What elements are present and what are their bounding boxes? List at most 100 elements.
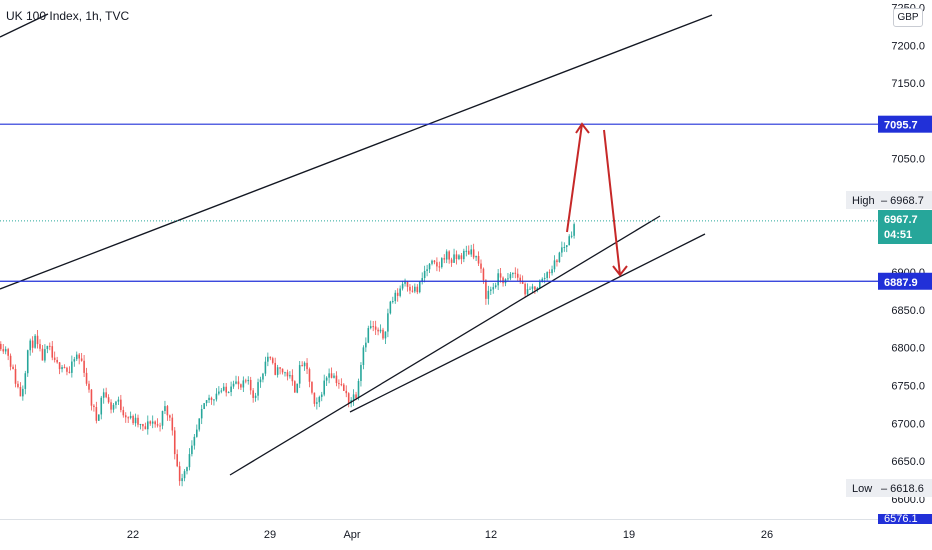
candle-body — [416, 286, 419, 293]
candle-body — [556, 260, 558, 263]
arrow-up — [566, 122, 590, 233]
candle-body — [382, 329, 384, 339]
support-price-tag-text: 6887.9 — [884, 277, 918, 289]
candle-body — [494, 285, 497, 288]
x-tick-label: 22 — [127, 529, 139, 541]
candle-body — [570, 235, 573, 237]
candle-body — [171, 417, 174, 431]
candle-body — [409, 286, 411, 291]
candle-body — [369, 326, 372, 329]
candle-body — [460, 255, 463, 260]
candle-body — [320, 394, 323, 397]
candle-body — [276, 367, 279, 375]
candle-body — [284, 372, 286, 374]
candle-body — [139, 424, 142, 426]
support-price-tag — [878, 272, 932, 290]
candle-body — [102, 392, 105, 398]
candle-body — [546, 272, 548, 278]
candle-body — [161, 410, 164, 426]
candle-body — [286, 372, 289, 377]
currency-badge[interactable]: GBP — [893, 8, 923, 27]
candle-body — [477, 255, 480, 264]
candle-body — [220, 390, 223, 392]
candle-body — [105, 392, 107, 398]
candle-body — [480, 263, 482, 269]
candle-body — [281, 368, 284, 373]
candle-body — [115, 401, 117, 405]
y-tick-label: 7150.0 — [891, 78, 925, 90]
candle-body — [325, 377, 328, 381]
candle-body — [316, 402, 318, 404]
candle-body — [144, 426, 147, 430]
candle-body — [441, 258, 443, 268]
candle-body — [196, 429, 198, 437]
candle-body — [24, 373, 27, 389]
candle-body — [39, 344, 41, 349]
candle-body — [404, 281, 406, 284]
candle-body — [156, 424, 159, 426]
candle-body — [257, 382, 259, 396]
candle-body — [438, 266, 441, 268]
chart-title: UK 100 Index, 1h, TVC — [6, 9, 130, 23]
candle-body — [110, 402, 112, 410]
candle-body — [191, 445, 193, 455]
current-price-tag-text: 04:51 — [884, 229, 912, 241]
time-axis[interactable]: 22 29 Apr 12 19 26 — [0, 519, 932, 550]
candle-body — [526, 289, 529, 295]
candle-body — [328, 373, 330, 378]
candle-body — [423, 270, 426, 279]
candle-body — [183, 471, 186, 479]
candle-body — [36, 335, 39, 345]
candle-body — [247, 379, 250, 382]
candle-body — [303, 362, 306, 367]
high-label: High — [852, 195, 875, 207]
candle-body — [151, 421, 154, 424]
candle-body — [46, 345, 49, 350]
candle-body — [203, 403, 205, 410]
candle-body — [164, 406, 166, 411]
candle-body — [499, 273, 502, 278]
candle-body — [240, 384, 242, 388]
candle-body — [463, 250, 465, 260]
candle-body — [178, 466, 181, 482]
x-tick-label: 12 — [485, 529, 497, 541]
candle-body — [362, 347, 365, 366]
candle-body — [507, 278, 509, 280]
candle-body — [414, 286, 416, 292]
candle-body — [509, 274, 512, 279]
candle-body — [149, 421, 152, 424]
candle-body — [399, 288, 401, 296]
candle-body — [159, 425, 161, 427]
x-tick-label: 26 — [761, 529, 773, 541]
candle-body — [431, 260, 433, 264]
candle-body — [291, 375, 294, 382]
candle-body — [29, 340, 31, 351]
candle-body — [524, 283, 526, 295]
candle-body — [294, 381, 296, 393]
candle-body — [458, 255, 460, 260]
candle-body — [543, 277, 546, 279]
candle-body — [242, 380, 245, 388]
candle-body — [2, 349, 5, 352]
price-axis[interactable]: 7250.07200.07150.07100.07050.07000.06950… — [878, 0, 932, 520]
candle-body — [249, 379, 252, 391]
resistance-price-tag-text: 7095.7 — [884, 120, 918, 132]
candle-body — [9, 355, 12, 367]
candle-body — [306, 362, 308, 370]
candle-body — [205, 400, 208, 404]
candle-body — [573, 224, 575, 236]
candle-body — [95, 407, 98, 421]
candle-body — [252, 390, 254, 398]
y-tick-label: 6650.0 — [891, 456, 925, 468]
candle-body — [279, 367, 281, 369]
candle-body — [4, 349, 7, 352]
candle-body — [147, 421, 149, 430]
x-tick-label: Apr — [343, 529, 360, 541]
y-tick-label: 7050.0 — [891, 154, 925, 166]
candle-body — [298, 365, 301, 384]
price-tags: 7095.7 6887.9 6967.7 04:51 6576.1 High – 6968.… — [846, 115, 932, 525]
y-tick-label: 6800.0 — [891, 343, 925, 355]
candle-body — [181, 478, 183, 482]
candle-body — [124, 415, 127, 418]
candle-body — [355, 394, 357, 399]
